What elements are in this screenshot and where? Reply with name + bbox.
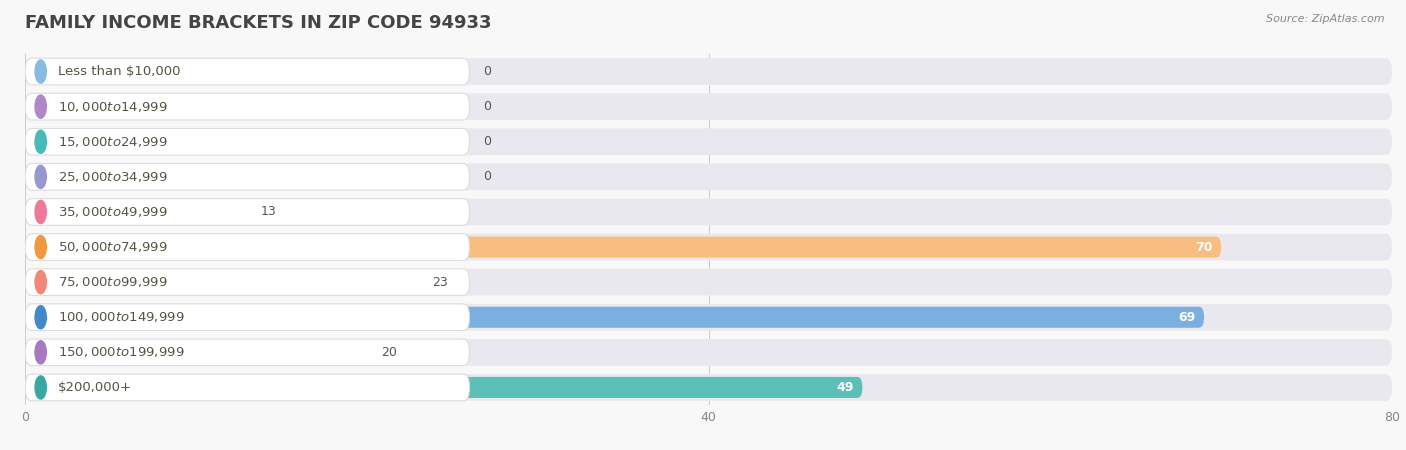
FancyBboxPatch shape xyxy=(25,269,1392,296)
FancyBboxPatch shape xyxy=(25,339,1392,366)
Circle shape xyxy=(35,235,46,259)
Text: 0: 0 xyxy=(484,65,491,78)
FancyBboxPatch shape xyxy=(25,342,367,363)
FancyBboxPatch shape xyxy=(25,374,470,401)
FancyBboxPatch shape xyxy=(25,128,470,155)
FancyBboxPatch shape xyxy=(25,237,1222,257)
Circle shape xyxy=(35,341,46,364)
Circle shape xyxy=(35,376,46,399)
Text: 70: 70 xyxy=(1195,241,1212,253)
Text: $35,000 to $49,999: $35,000 to $49,999 xyxy=(58,205,167,219)
Text: Less than $10,000: Less than $10,000 xyxy=(58,65,180,78)
Circle shape xyxy=(35,95,46,118)
Text: 0: 0 xyxy=(484,135,491,148)
Text: $200,000+: $200,000+ xyxy=(58,381,132,394)
Text: $150,000 to $199,999: $150,000 to $199,999 xyxy=(58,345,184,360)
FancyBboxPatch shape xyxy=(25,198,1392,225)
Text: $50,000 to $74,999: $50,000 to $74,999 xyxy=(58,240,167,254)
Circle shape xyxy=(35,270,46,294)
FancyBboxPatch shape xyxy=(25,93,470,120)
Circle shape xyxy=(35,200,46,224)
FancyBboxPatch shape xyxy=(25,163,470,190)
FancyBboxPatch shape xyxy=(25,339,470,366)
FancyBboxPatch shape xyxy=(25,202,247,222)
Text: $10,000 to $14,999: $10,000 to $14,999 xyxy=(58,99,167,114)
FancyBboxPatch shape xyxy=(25,234,1392,261)
Text: $25,000 to $34,999: $25,000 to $34,999 xyxy=(58,170,167,184)
FancyBboxPatch shape xyxy=(25,163,1392,190)
Circle shape xyxy=(35,130,46,153)
FancyBboxPatch shape xyxy=(25,377,862,398)
FancyBboxPatch shape xyxy=(25,93,1392,120)
Text: 23: 23 xyxy=(432,276,447,288)
FancyBboxPatch shape xyxy=(25,58,1392,85)
FancyBboxPatch shape xyxy=(25,128,1392,155)
FancyBboxPatch shape xyxy=(25,269,470,296)
Text: 0: 0 xyxy=(484,100,491,113)
FancyBboxPatch shape xyxy=(25,272,418,292)
Text: 13: 13 xyxy=(262,206,277,218)
Text: $100,000 to $149,999: $100,000 to $149,999 xyxy=(58,310,184,324)
Circle shape xyxy=(35,306,46,329)
FancyBboxPatch shape xyxy=(25,234,470,261)
Text: $75,000 to $99,999: $75,000 to $99,999 xyxy=(58,275,167,289)
Circle shape xyxy=(35,165,46,189)
Text: FAMILY INCOME BRACKETS IN ZIP CODE 94933: FAMILY INCOME BRACKETS IN ZIP CODE 94933 xyxy=(25,14,492,32)
FancyBboxPatch shape xyxy=(25,198,470,225)
FancyBboxPatch shape xyxy=(25,374,1392,401)
Text: 0: 0 xyxy=(484,171,491,183)
FancyBboxPatch shape xyxy=(25,58,470,85)
Text: 20: 20 xyxy=(381,346,396,359)
Text: $15,000 to $24,999: $15,000 to $24,999 xyxy=(58,135,167,149)
Text: 49: 49 xyxy=(837,381,853,394)
FancyBboxPatch shape xyxy=(25,304,1392,331)
FancyBboxPatch shape xyxy=(25,307,1204,328)
Text: 69: 69 xyxy=(1178,311,1195,324)
Text: Source: ZipAtlas.com: Source: ZipAtlas.com xyxy=(1267,14,1385,23)
Circle shape xyxy=(35,60,46,83)
FancyBboxPatch shape xyxy=(25,304,470,331)
